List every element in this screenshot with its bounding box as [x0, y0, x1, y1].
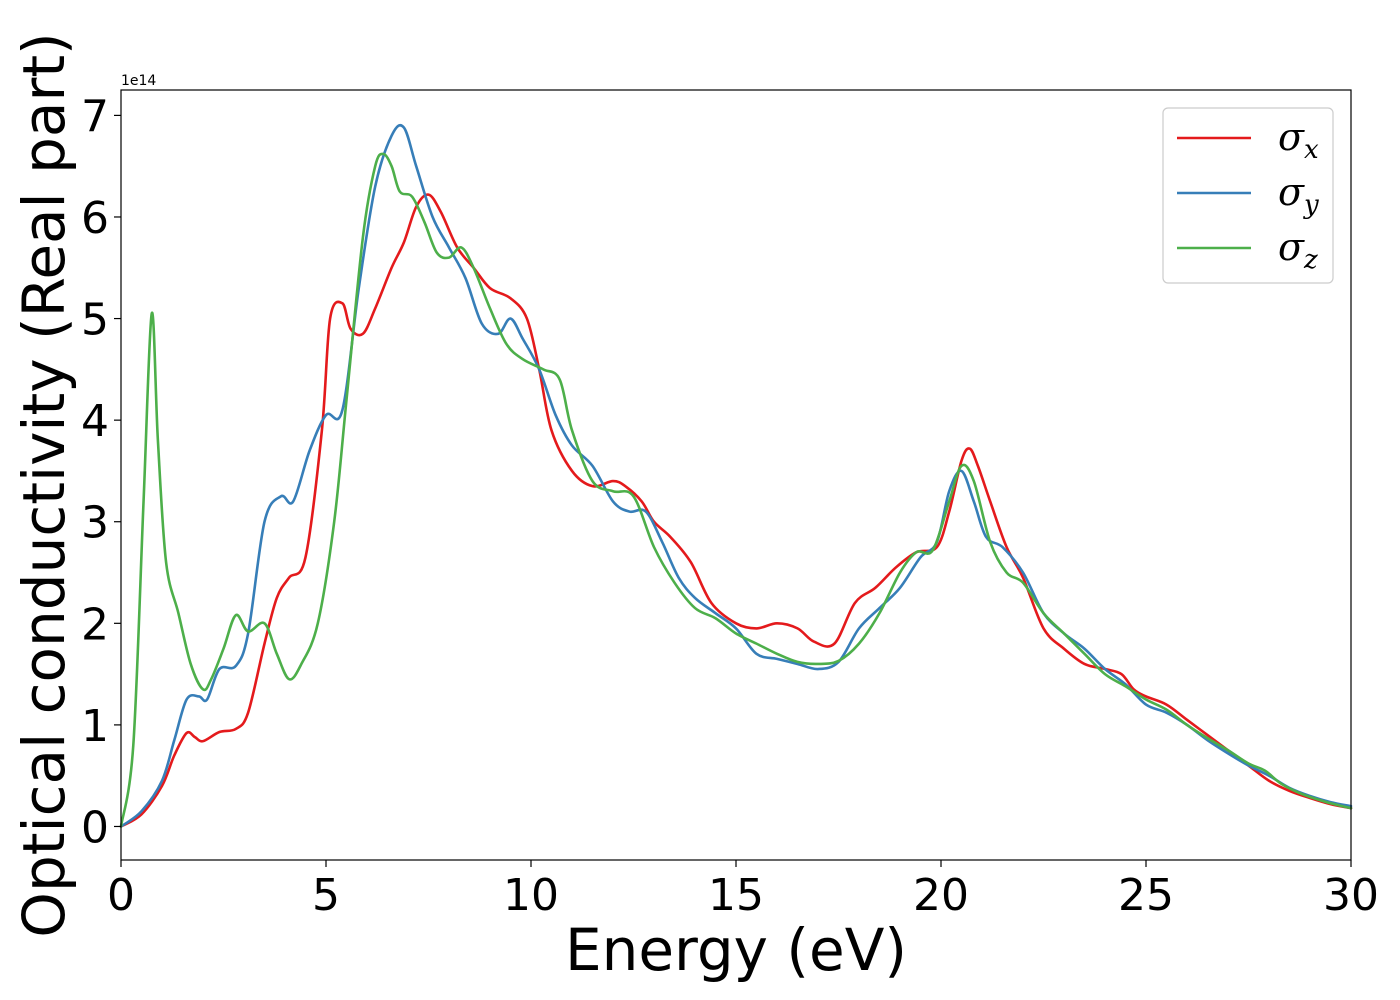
x-tick-label: 20: [913, 870, 969, 921]
y-tick-label: 2: [81, 599, 109, 650]
x-tick-label: 0: [107, 870, 135, 921]
legend-label-x: σx: [1278, 115, 1319, 165]
series-layer: [119, 124, 1353, 828]
y-tick-label: 5: [81, 295, 109, 346]
y-tick-label: 6: [81, 193, 109, 244]
x-axis-title: Energy (eV): [565, 916, 907, 984]
x-tick-label: 30: [1323, 870, 1379, 921]
legend-label-z: σz: [1278, 225, 1318, 275]
x-tick-label: 10: [503, 870, 559, 921]
series-line-y: [119, 124, 1353, 828]
x-tick-label: 25: [1118, 870, 1174, 921]
legend-label-y: σy: [1278, 170, 1319, 220]
legend-box: [1162, 107, 1334, 284]
y-tick-label: 0: [81, 802, 109, 853]
x-tick-label: 5: [312, 870, 340, 921]
y-tick-label: 4: [81, 396, 109, 447]
y-tick-label: 3: [81, 498, 109, 549]
y-axis: 0 1 2 3 4 5 6 7: [81, 91, 121, 853]
series-line-x: [119, 193, 1353, 828]
x-axis: 0 5 10 15 20 25 30: [107, 860, 1379, 921]
y-offset-label: 1e14: [121, 73, 156, 89]
y-tick-label: 7: [81, 91, 109, 142]
y-axis-title: Optical conductivity (Real part): [10, 32, 78, 937]
series-line-z: [119, 152, 1353, 828]
y-tick-label: 1: [81, 701, 109, 752]
x-tick-label: 15: [708, 870, 764, 921]
